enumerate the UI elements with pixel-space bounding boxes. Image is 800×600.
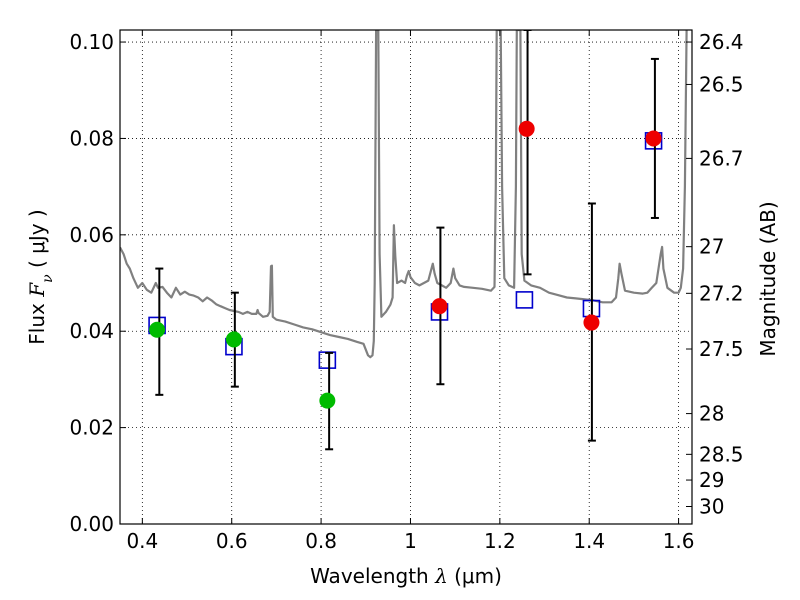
magnitude-axis-title: Magnitude (AB) xyxy=(756,201,780,356)
magnitude-tick-label: 27.5 xyxy=(699,337,744,361)
magnitude-tick-label: 27 xyxy=(699,235,724,259)
x-tick-label: 0.6 xyxy=(216,529,248,553)
grid xyxy=(120,30,692,524)
magnitude-tick-label: 28 xyxy=(699,402,724,426)
y-axis-title: Flux Fν ( μJy ) xyxy=(25,209,56,344)
magnitude-tick-label: 29 xyxy=(699,468,724,492)
x-tick-label: 1.4 xyxy=(573,529,605,553)
y-tick-label: 0.00 xyxy=(69,512,114,536)
plot-area xyxy=(120,30,688,451)
observed-flux-point xyxy=(583,314,600,331)
observed-flux-point xyxy=(149,321,166,338)
x-tick-label: 0.4 xyxy=(126,529,158,553)
x-axis-title: Wavelength λ (μm) xyxy=(310,564,502,588)
observed-flux-point xyxy=(225,331,242,348)
magnitude-tick-label: 26.7 xyxy=(699,146,744,170)
magnitude-tick-label: 30 xyxy=(699,495,724,519)
observed-flux-point xyxy=(645,130,662,147)
x-tick-label: 0.8 xyxy=(305,529,337,553)
y-tick-label: 0.04 xyxy=(69,319,114,343)
y-tick-label: 0.10 xyxy=(69,30,114,54)
y-tick-label: 0.06 xyxy=(69,223,114,247)
y-tick-label: 0.08 xyxy=(69,126,114,150)
plot-frame xyxy=(119,29,693,525)
observed-flux-point xyxy=(431,298,448,315)
magnitude-tick-label: 26.5 xyxy=(699,72,744,96)
observed-flux-point xyxy=(518,120,535,137)
model-photometry-square xyxy=(515,291,534,309)
magnitude-tick-label: 28.5 xyxy=(699,442,744,466)
x-tick-label: 1.6 xyxy=(663,529,695,553)
observed-flux-point xyxy=(319,392,336,409)
x-tick-label: 1 xyxy=(404,529,417,553)
x-tick-label: 1.2 xyxy=(484,529,516,553)
magnitude-tick-label: 27.2 xyxy=(699,281,744,305)
y-tick-label: 0.02 xyxy=(69,416,114,440)
axis-ticks: 0.4 0.6 0.8 1 1.2 1.4 1.6 0.00 0.02 0.04 0.06 0.08 0… xyxy=(69,30,744,553)
magnitude-tick-label: 26.4 xyxy=(699,30,744,54)
